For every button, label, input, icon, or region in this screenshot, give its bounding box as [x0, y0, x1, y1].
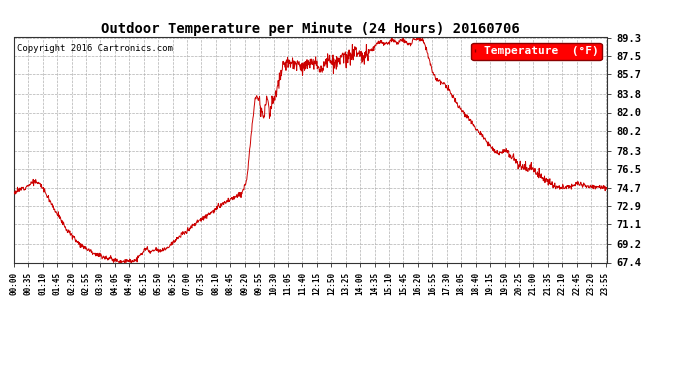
Title: Outdoor Temperature per Minute (24 Hours) 20160706: Outdoor Temperature per Minute (24 Hours… [101, 22, 520, 36]
Text: Copyright 2016 Cartronics.com: Copyright 2016 Cartronics.com [17, 44, 172, 53]
Legend: Temperature  (°F): Temperature (°F) [471, 43, 602, 60]
